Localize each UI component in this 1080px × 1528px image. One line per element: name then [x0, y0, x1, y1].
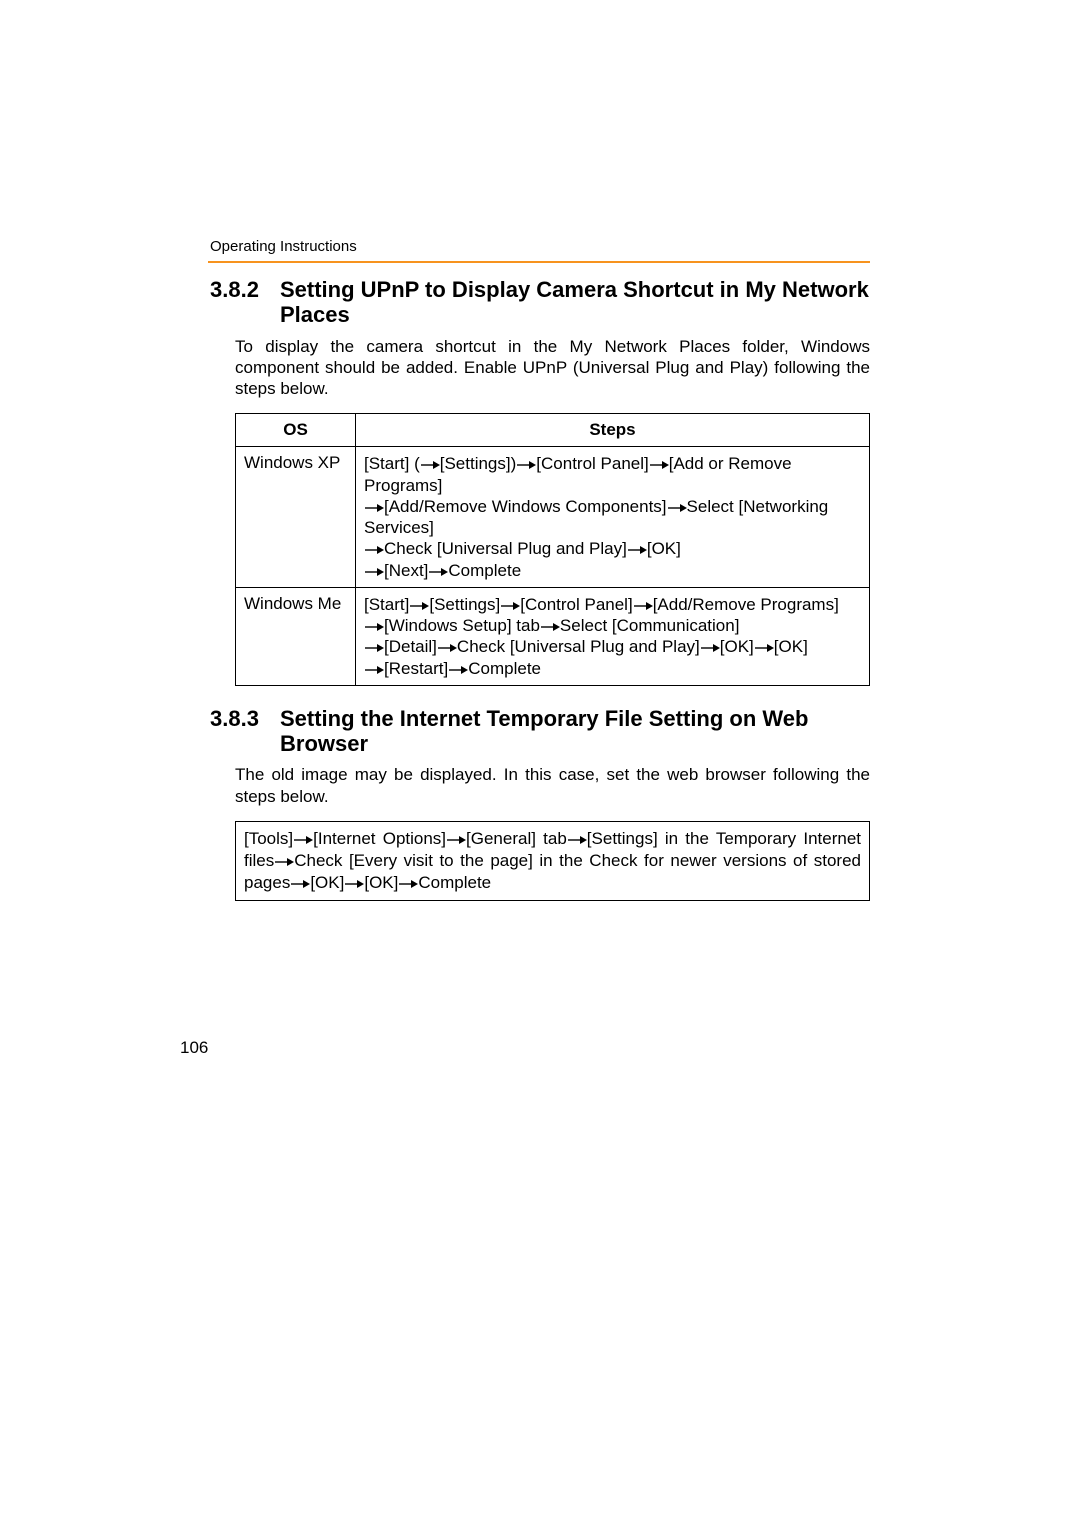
- step-text: [Next]: [384, 561, 428, 580]
- section-number-382: 3.8.2: [210, 277, 280, 328]
- arrow-icon: [364, 544, 384, 556]
- page-number: 106: [180, 1038, 208, 1058]
- step-text: [OK]: [310, 873, 344, 892]
- arrow-icon: [700, 642, 720, 654]
- arrow-icon: [364, 566, 384, 578]
- table-row: Windows Me [Start] [Settings] [Control Pane…: [236, 587, 870, 685]
- step-text: [OK]: [720, 637, 754, 656]
- step-text: [Control Panel]: [520, 595, 632, 614]
- step-line: [Detail] Check [Universal Plug and Play] […: [364, 636, 861, 657]
- step-line: [Restart] Complete: [364, 658, 861, 679]
- arrow-icon: [274, 856, 294, 868]
- steps-cell: [Start] ([Settings])[Control Panel][Add …: [356, 447, 870, 588]
- steps-box: [Tools][Internet Options][General] tab[S…: [235, 821, 870, 901]
- arrow-icon: [627, 544, 647, 556]
- step-text: Check [Universal Plug and Play]: [384, 539, 627, 558]
- arrow-icon: [364, 664, 384, 676]
- arrow-icon: [540, 621, 560, 633]
- step-text: [Add/Remove Windows Components]: [384, 497, 667, 516]
- step-text: [OK]: [647, 539, 681, 558]
- step-text: [Windows Setup] tab: [384, 616, 540, 635]
- step-text: Select [Communication]: [560, 616, 740, 635]
- step-line: [Next] Complete: [364, 560, 861, 581]
- section-intro-382: To display the camera shortcut in the My…: [235, 336, 870, 400]
- arrow-icon: [448, 664, 468, 676]
- step-text: [Control Panel]: [536, 454, 648, 473]
- arrow-icon: [567, 834, 587, 846]
- step-text: [Detail]: [384, 637, 437, 656]
- arrow-icon: [364, 642, 384, 654]
- arrow-icon: [290, 878, 310, 890]
- arrow-icon: [633, 600, 653, 612]
- arrow-icon: [409, 600, 429, 612]
- table-header-row: OS Steps: [236, 414, 870, 447]
- step-line: [Start] ([Settings])[Control Panel][Add …: [364, 453, 861, 496]
- step-text: [Start]: [364, 595, 409, 614]
- arrow-icon: [364, 502, 384, 514]
- step-text: [OK]: [364, 873, 398, 892]
- arrow-icon: [754, 642, 774, 654]
- os-cell: Windows XP: [236, 447, 356, 588]
- running-header: Operating Instructions: [210, 238, 870, 255]
- section-title-383: Setting the Internet Temporary File Sett…: [280, 706, 870, 757]
- step-text: [Start] (: [364, 454, 420, 473]
- arrow-icon: [420, 459, 440, 471]
- step-text: [OK]: [774, 637, 808, 656]
- arrow-icon: [437, 642, 457, 654]
- arrow-icon: [428, 566, 448, 578]
- arrow-icon: [398, 878, 418, 890]
- section-heading-383: 3.8.3 Setting the Internet Temporary Fil…: [210, 706, 870, 757]
- arrow-icon: [446, 834, 466, 846]
- steps-cell: [Start] [Settings] [Control Panel] [Add/Rem…: [356, 587, 870, 685]
- step-line: [Windows Setup] tab Select [Communication…: [364, 615, 861, 636]
- header-rule: [208, 261, 870, 263]
- step-text: [Tools]: [244, 829, 293, 848]
- step-line: [Add/Remove Windows Components]Select [N…: [364, 496, 861, 539]
- os-cell: Windows Me: [236, 587, 356, 685]
- col-header-steps: Steps: [356, 414, 870, 447]
- section-number-383: 3.8.3: [210, 706, 280, 757]
- os-steps-table: OS Steps Windows XP [Start] ( [Settings]) […: [235, 413, 870, 686]
- step-text: [Add/Remove Programs]: [653, 595, 839, 614]
- arrow-icon: [667, 502, 687, 514]
- step-text: Complete: [418, 873, 491, 892]
- arrow-icon: [500, 600, 520, 612]
- step-text: Complete: [448, 561, 521, 580]
- step-text: [Settings]: [429, 595, 500, 614]
- step-text: [Internet Options]: [313, 829, 446, 848]
- step-text: Complete: [468, 659, 541, 678]
- section-heading-382: 3.8.2 Setting UPnP to Display Camera Sho…: [210, 277, 870, 328]
- arrow-icon: [293, 834, 313, 846]
- step-line: [Start] [Settings] [Control Panel] [Add/Rem…: [364, 594, 861, 615]
- step-text: [Restart]: [384, 659, 448, 678]
- section-intro-383: The old image may be displayed. In this …: [235, 764, 870, 807]
- col-header-os: OS: [236, 414, 356, 447]
- step-text: Check [Universal Plug and Play]: [457, 637, 700, 656]
- section-title-382: Setting UPnP to Display Camera Shortcut …: [280, 277, 870, 328]
- arrow-icon: [364, 621, 384, 633]
- step-text: [General] tab: [466, 829, 567, 848]
- arrow-icon: [516, 459, 536, 471]
- page: Operating Instructions 3.8.2 Setting UPn…: [0, 0, 1080, 1528]
- arrow-icon: [649, 459, 669, 471]
- step-text: [Settings]): [440, 454, 517, 473]
- arrow-icon: [344, 878, 364, 890]
- table-row: Windows XP [Start] ( [Settings]) [Control P…: [236, 447, 870, 588]
- step-line: Check [Universal Plug and Play] [OK]: [364, 538, 861, 559]
